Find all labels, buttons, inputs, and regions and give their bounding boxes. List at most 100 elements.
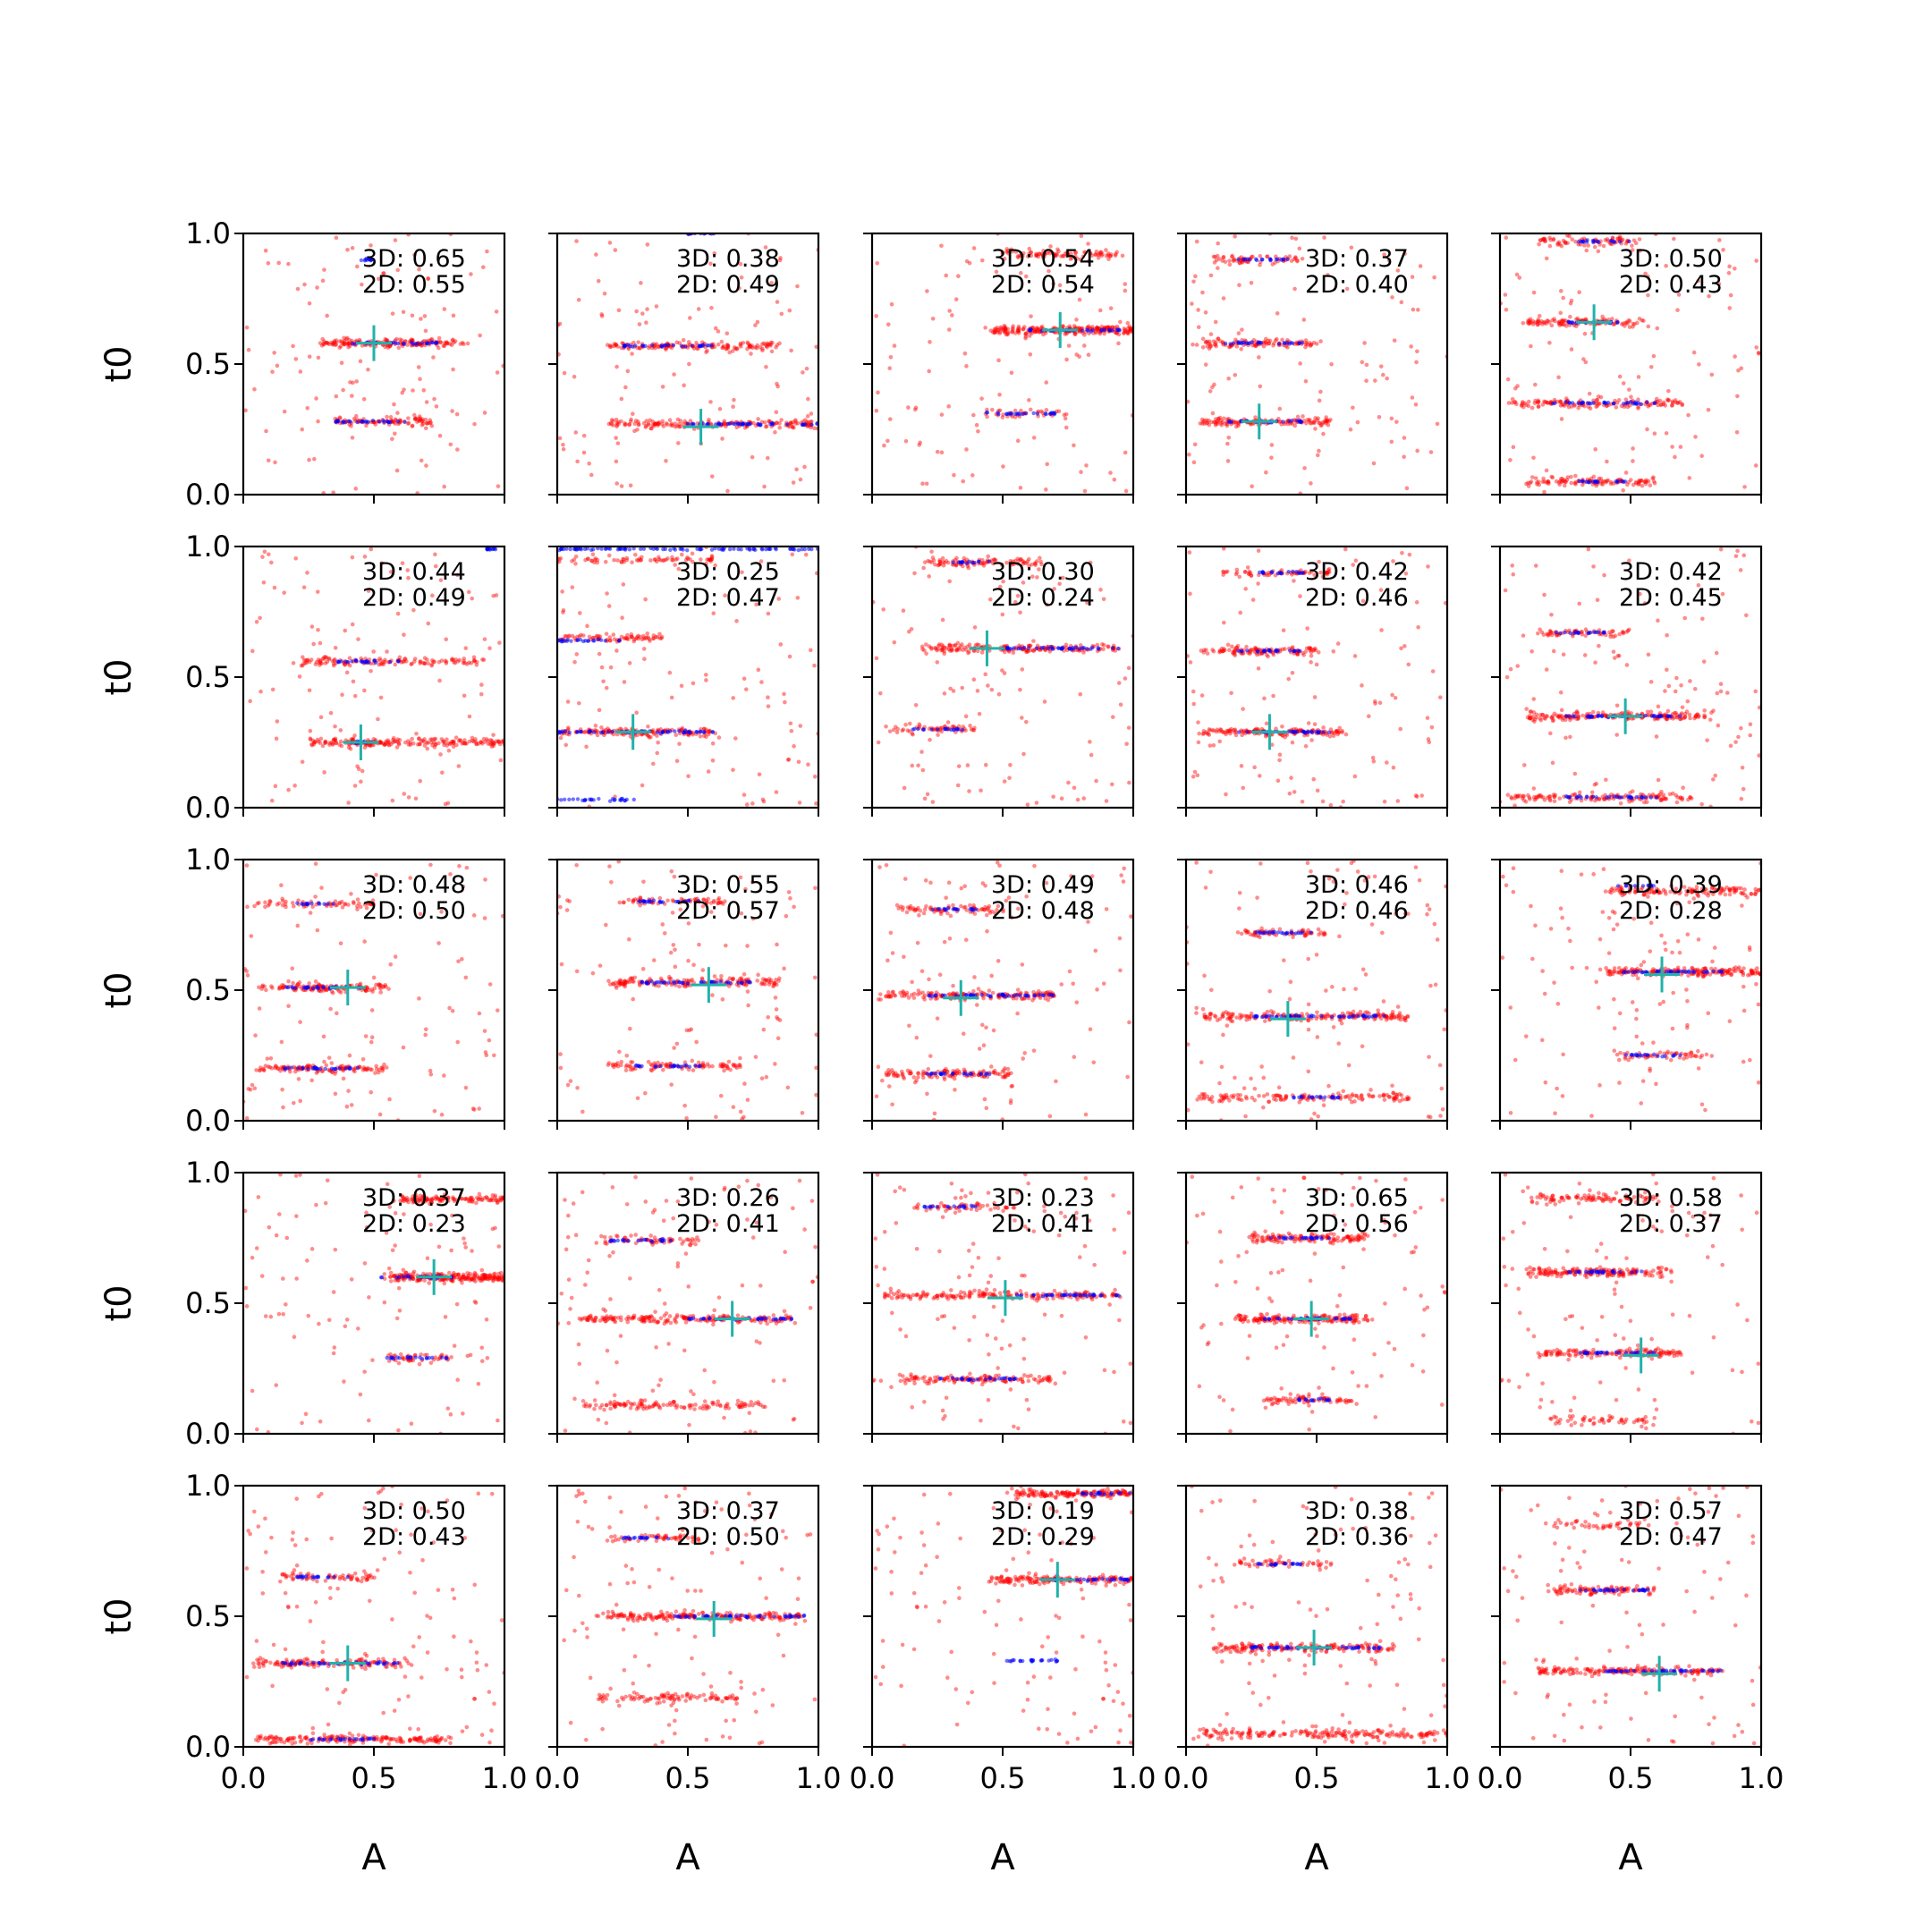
red-point [426, 276, 431, 282]
red-point [1394, 419, 1399, 424]
red-point [1053, 252, 1057, 257]
red-point [1610, 235, 1615, 241]
red-point [1533, 382, 1538, 387]
red-point [774, 410, 779, 415]
red-point [453, 735, 459, 740]
red-point [1074, 352, 1080, 357]
red-point [1398, 726, 1403, 732]
red-point [992, 557, 997, 562]
red-point [1532, 401, 1538, 405]
red-point [333, 736, 338, 741]
red-point [793, 418, 798, 422]
red-point [776, 597, 782, 601]
red-point [282, 409, 287, 414]
red-point [436, 335, 442, 341]
red-point [913, 405, 919, 411]
red-point [1321, 725, 1326, 730]
red-point [1034, 328, 1039, 333]
red-point [1207, 346, 1212, 352]
red-point [1312, 722, 1318, 726]
red-point [1010, 326, 1015, 331]
red-point [623, 422, 627, 428]
red-point [382, 742, 386, 747]
red-point [1106, 644, 1111, 649]
red-point [1513, 803, 1517, 808]
red-point [1542, 489, 1546, 495]
red-point [1013, 250, 1019, 254]
red-point [1114, 331, 1119, 335]
red-point [1021, 751, 1026, 757]
red-point [953, 643, 957, 648]
red-point [1508, 666, 1513, 672]
red-point [979, 788, 983, 793]
red-point [386, 740, 391, 744]
red-point [637, 322, 642, 326]
red-point [808, 648, 813, 653]
red-point [377, 657, 382, 661]
red-point [1625, 321, 1630, 326]
red-point [939, 725, 944, 731]
blue-point [1300, 571, 1304, 575]
red-point [1309, 738, 1314, 742]
red-point [760, 797, 766, 802]
red-point [315, 589, 320, 594]
red-point [295, 286, 301, 292]
red-point [456, 764, 462, 768]
red-point [323, 341, 327, 345]
red-point [286, 261, 291, 267]
red-point [709, 556, 715, 562]
red-point [947, 309, 952, 313]
red-point [1706, 407, 1711, 412]
red-point [999, 326, 1004, 332]
red-point [1648, 402, 1653, 408]
red-point [1511, 445, 1516, 450]
blue-point [769, 421, 775, 426]
red-point [691, 346, 697, 351]
red-point [1555, 713, 1559, 718]
red-point [1318, 339, 1323, 343]
red-point [619, 560, 624, 564]
red-point [970, 727, 976, 733]
red-point [1555, 242, 1560, 247]
red-point [494, 309, 499, 314]
blue-point [784, 422, 790, 427]
blue-point [695, 547, 699, 551]
red-point [577, 611, 582, 615]
red-point [1564, 233, 1570, 238]
red-point [1222, 620, 1226, 625]
red-point [607, 344, 613, 350]
red-point [410, 313, 415, 318]
y-tick-label: 0.0 [185, 478, 231, 512]
red-point [417, 741, 422, 747]
red-point [1524, 707, 1529, 711]
red-point [709, 555, 715, 560]
red-point [348, 663, 352, 668]
red-point [731, 404, 735, 409]
red-point [1623, 320, 1628, 326]
red-point [1095, 642, 1100, 648]
blue-point [1236, 341, 1241, 345]
red-point [1235, 643, 1241, 648]
red-point [1192, 442, 1198, 447]
red-point [1034, 801, 1039, 805]
red-point [1546, 318, 1550, 323]
red-point [1536, 404, 1541, 409]
red-point [486, 741, 491, 746]
red-point [1221, 572, 1225, 577]
red-point [1214, 340, 1218, 345]
red-point [744, 802, 750, 807]
red-point [394, 468, 400, 473]
red-point [1032, 329, 1038, 335]
red-point [438, 578, 444, 582]
red-point [615, 344, 621, 349]
red-point [599, 314, 605, 318]
red-point [1605, 237, 1610, 242]
red-point [1735, 548, 1740, 554]
red-point [1047, 649, 1053, 654]
red-point [1385, 760, 1389, 765]
red-point [364, 423, 369, 428]
red-point [402, 740, 408, 745]
blue-point [732, 547, 736, 551]
red-point [594, 633, 599, 639]
red-point [731, 696, 736, 700]
